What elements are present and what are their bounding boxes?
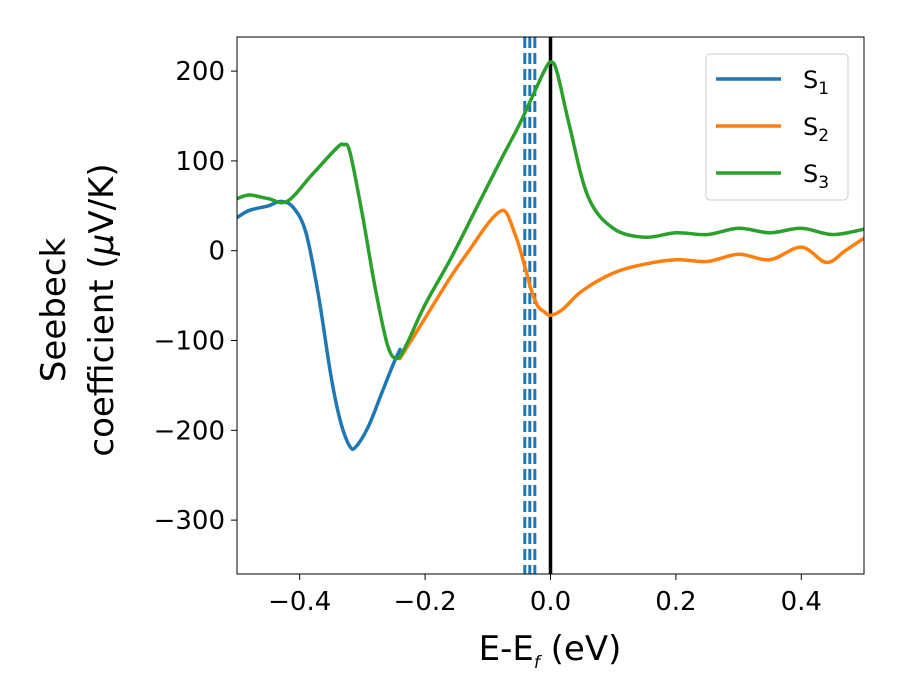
series-lines bbox=[237, 60, 864, 452]
y-tick-label: −200 bbox=[154, 416, 225, 446]
legend-label: S3 bbox=[803, 160, 829, 193]
series-line-s3 bbox=[237, 60, 864, 361]
x-axis-label: E-Ef (eV) bbox=[479, 629, 622, 673]
x-tick-label: 0.2 bbox=[655, 587, 696, 617]
x-tick-label: 0.4 bbox=[781, 587, 822, 617]
vertical-reference-lines bbox=[523, 37, 553, 574]
y-axis-label-line2: coefficient (μV/K) bbox=[82, 163, 122, 456]
y-tick-label: −300 bbox=[154, 506, 225, 536]
series-line-s1 bbox=[237, 199, 402, 452]
y-tick-label: 200 bbox=[175, 57, 225, 87]
y-axis-label-line1: Seebeck bbox=[34, 238, 74, 383]
x-tick-label: −0.2 bbox=[394, 587, 457, 617]
x-axis-ticks: −0.4 −0.2 0.0 0.2 0.4 bbox=[268, 574, 822, 617]
legend-label: S1 bbox=[803, 66, 829, 99]
x-tick-label: −0.4 bbox=[268, 587, 331, 617]
y-tick-label: −100 bbox=[154, 327, 225, 357]
series-line-s2 bbox=[398, 208, 864, 361]
y-tick-label: 0 bbox=[208, 237, 225, 267]
y-axis-ticks: 200 100 0 −100 −200 −300 bbox=[154, 57, 237, 536]
legend: S1 S2 S3 bbox=[705, 53, 849, 201]
y-tick-label: 100 bbox=[175, 147, 225, 177]
x-tick-label: 0.0 bbox=[530, 587, 571, 617]
y-axis-label: Seebeck coefficient (μV/K) bbox=[34, 163, 122, 456]
legend-label: S2 bbox=[803, 113, 829, 146]
